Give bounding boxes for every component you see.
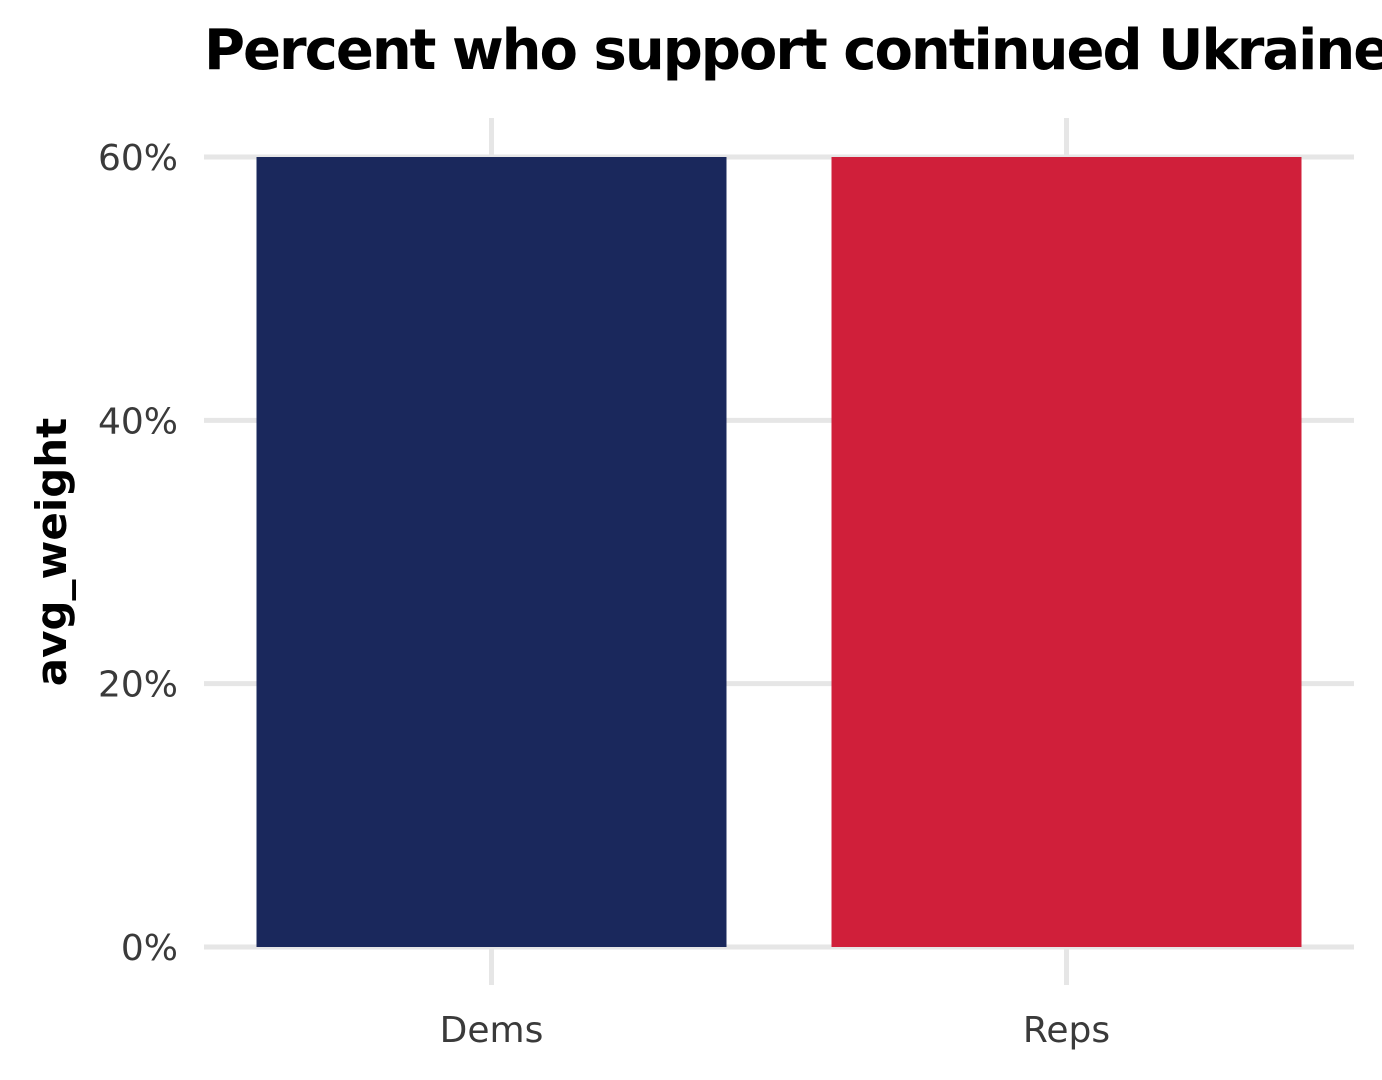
x-tick-label: Dems [440, 1010, 544, 1051]
y-axis-ticks: 0% 20% 40% 60% [98, 138, 178, 969]
x-axis-ticks: Dems Reps [440, 1010, 1110, 1051]
x-tick-label: Reps [1023, 1010, 1110, 1051]
y-tick-label: 60% [98, 138, 178, 179]
y-axis-title: avg_weight [27, 418, 76, 687]
y-tick-label: 40% [98, 401, 178, 442]
chart-title: Percent who support continued Ukraine [204, 18, 1382, 83]
y-tick-label: 0% [121, 928, 178, 969]
y-tick-label: 20% [98, 665, 178, 706]
bar-reps [831, 157, 1302, 947]
bars [256, 157, 1302, 947]
bar-dems [256, 157, 727, 947]
